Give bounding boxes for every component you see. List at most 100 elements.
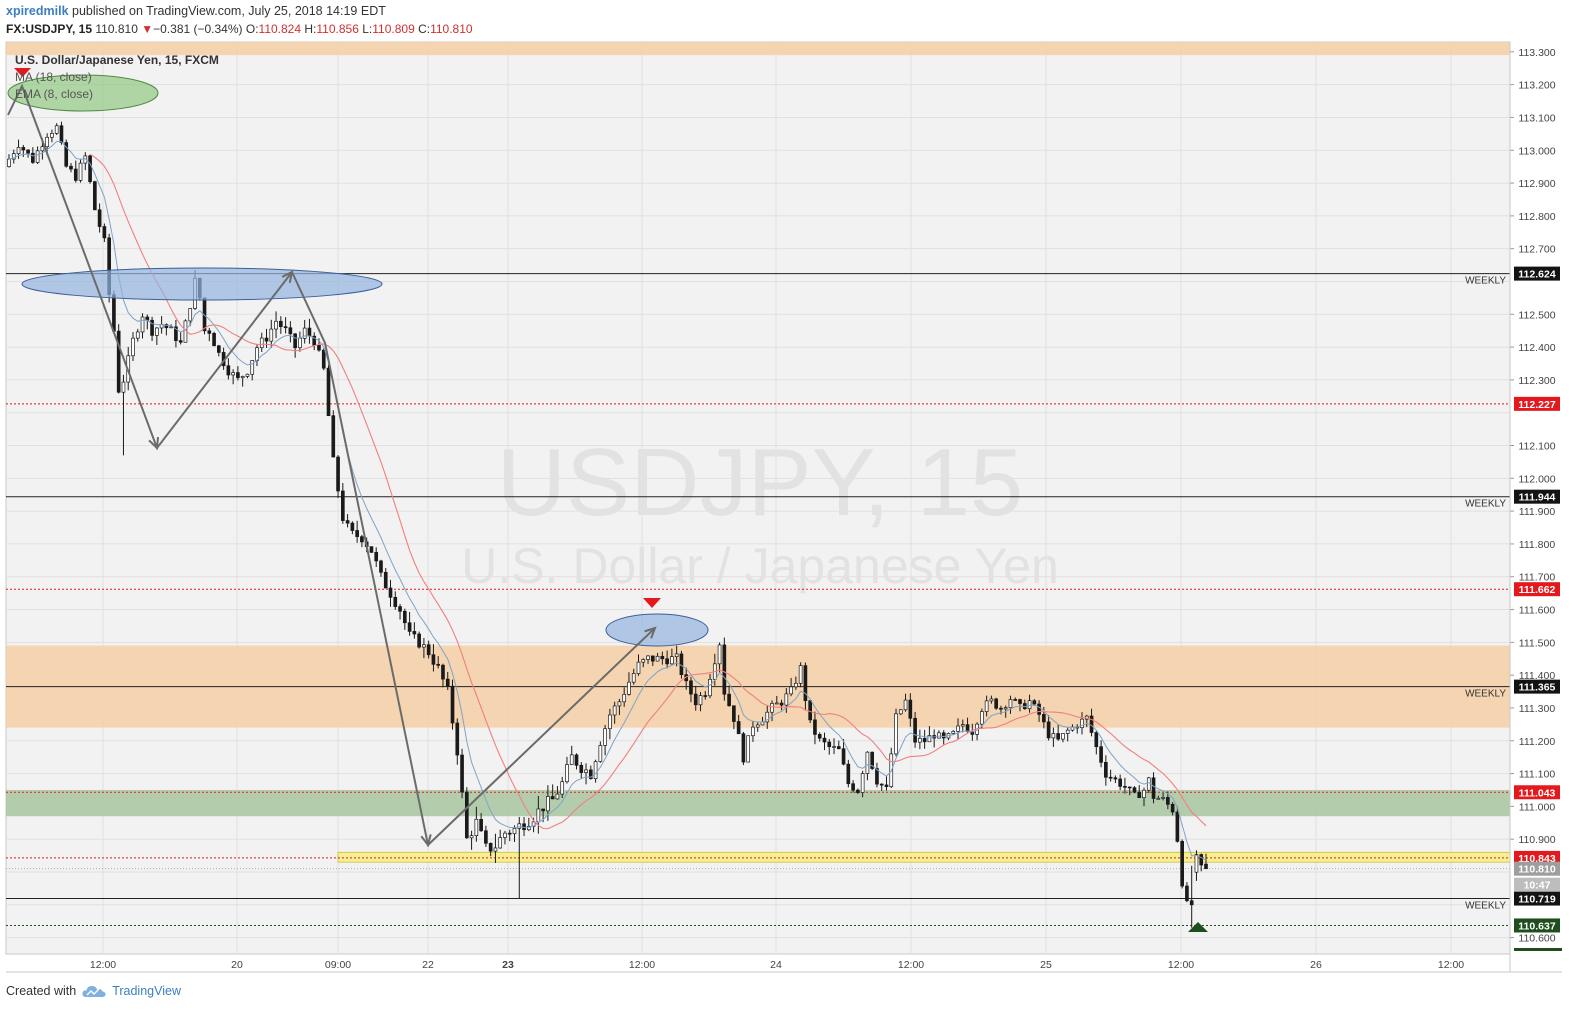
candle[interactable] bbox=[274, 311, 278, 339]
candle[interactable] bbox=[507, 829, 512, 842]
candle[interactable] bbox=[464, 787, 469, 839]
candle[interactable] bbox=[565, 756, 569, 784]
candle[interactable] bbox=[951, 730, 956, 735]
candle[interactable] bbox=[64, 139, 69, 168]
candle[interactable] bbox=[102, 223, 107, 242]
zigzag-arrow-line[interactable] bbox=[7, 83, 293, 451]
candle[interactable] bbox=[817, 732, 822, 742]
candle[interactable] bbox=[174, 319, 178, 348]
candle[interactable] bbox=[550, 784, 555, 800]
candle[interactable] bbox=[1118, 774, 1122, 791]
legend-ma[interactable]: MA (18, close) bbox=[15, 70, 92, 84]
candle[interactable] bbox=[1185, 882, 1189, 903]
candle[interactable] bbox=[488, 842, 493, 857]
legend-ema[interactable]: EMA (8, close) bbox=[15, 87, 94, 101]
candle[interactable] bbox=[918, 729, 922, 750]
candle[interactable] bbox=[646, 655, 650, 664]
candle[interactable] bbox=[612, 701, 617, 724]
candle[interactable] bbox=[369, 546, 374, 554]
candle[interactable] bbox=[665, 650, 669, 669]
candle[interactable] bbox=[1094, 730, 1099, 755]
candle[interactable] bbox=[50, 129, 54, 143]
candle[interactable] bbox=[851, 780, 855, 793]
candle[interactable] bbox=[870, 751, 875, 771]
candle[interactable] bbox=[484, 825, 488, 847]
candle[interactable] bbox=[813, 711, 817, 745]
candle[interactable] bbox=[898, 709, 903, 716]
candle[interactable] bbox=[1151, 772, 1156, 804]
candle[interactable] bbox=[431, 644, 436, 672]
candle[interactable] bbox=[245, 373, 250, 379]
candle[interactable] bbox=[116, 324, 121, 394]
candle[interactable] bbox=[832, 738, 836, 755]
candle[interactable] bbox=[670, 648, 674, 665]
candle[interactable] bbox=[1008, 695, 1013, 714]
candle[interactable] bbox=[937, 730, 941, 739]
candle[interactable] bbox=[422, 637, 426, 659]
candle[interactable] bbox=[69, 163, 73, 173]
candle[interactable] bbox=[188, 308, 193, 327]
candle[interactable] bbox=[593, 759, 598, 783]
candle[interactable] bbox=[836, 740, 841, 750]
candle[interactable] bbox=[1061, 733, 1065, 743]
candle[interactable] bbox=[450, 679, 455, 730]
candle[interactable] bbox=[97, 203, 102, 233]
candle[interactable] bbox=[1046, 715, 1051, 741]
candle[interactable] bbox=[908, 693, 913, 727]
candle[interactable] bbox=[93, 180, 97, 211]
candle[interactable] bbox=[388, 579, 393, 607]
candle[interactable] bbox=[207, 327, 212, 342]
candle[interactable] bbox=[703, 690, 708, 700]
candle[interactable] bbox=[326, 364, 331, 417]
candle[interactable] bbox=[288, 321, 293, 343]
candle[interactable] bbox=[989, 695, 994, 704]
candle[interactable] bbox=[560, 776, 565, 798]
candle[interactable] bbox=[732, 705, 736, 730]
candle[interactable] bbox=[1156, 795, 1161, 800]
candle[interactable] bbox=[1180, 839, 1184, 889]
candle[interactable] bbox=[150, 316, 154, 342]
candle[interactable] bbox=[1123, 777, 1127, 794]
candle[interactable] bbox=[393, 591, 398, 610]
candle[interactable] bbox=[884, 775, 889, 791]
candle[interactable] bbox=[765, 705, 770, 729]
candle[interactable] bbox=[736, 714, 741, 735]
candle[interactable] bbox=[1132, 786, 1137, 794]
candle[interactable] bbox=[789, 677, 793, 697]
candle[interactable] bbox=[11, 149, 16, 164]
candle[interactable] bbox=[460, 748, 464, 799]
candle[interactable] bbox=[1189, 865, 1194, 928]
candle[interactable] bbox=[178, 332, 183, 345]
candle[interactable] bbox=[436, 656, 441, 669]
candle[interactable] bbox=[1104, 755, 1108, 786]
candle[interactable] bbox=[903, 693, 908, 712]
candle[interactable] bbox=[503, 830, 507, 845]
candle[interactable] bbox=[798, 662, 803, 688]
candle[interactable] bbox=[693, 685, 698, 711]
candle[interactable] bbox=[722, 637, 727, 701]
candle[interactable] bbox=[598, 741, 603, 763]
candle[interactable] bbox=[517, 816, 522, 899]
candle[interactable] bbox=[479, 813, 483, 832]
candle[interactable] bbox=[21, 144, 26, 157]
candle[interactable] bbox=[1013, 697, 1018, 701]
candle[interactable] bbox=[574, 753, 579, 770]
candle[interactable] bbox=[856, 788, 860, 794]
candle[interactable] bbox=[627, 672, 631, 696]
candle[interactable] bbox=[1137, 785, 1142, 798]
candle[interactable] bbox=[26, 149, 30, 158]
candle[interactable] bbox=[579, 762, 584, 779]
candle[interactable] bbox=[426, 640, 431, 659]
candle[interactable] bbox=[922, 729, 927, 749]
candle[interactable] bbox=[841, 738, 846, 766]
candle[interactable] bbox=[655, 652, 660, 662]
candle[interactable] bbox=[383, 567, 388, 589]
candle[interactable] bbox=[302, 319, 307, 344]
candle[interactable] bbox=[584, 763, 588, 785]
candle[interactable] bbox=[398, 604, 402, 620]
candle[interactable] bbox=[407, 611, 412, 636]
candle[interactable] bbox=[960, 719, 965, 733]
candle[interactable] bbox=[1018, 698, 1022, 712]
candle[interactable] bbox=[727, 685, 731, 707]
green-ellipse[interactable] bbox=[7, 74, 159, 112]
